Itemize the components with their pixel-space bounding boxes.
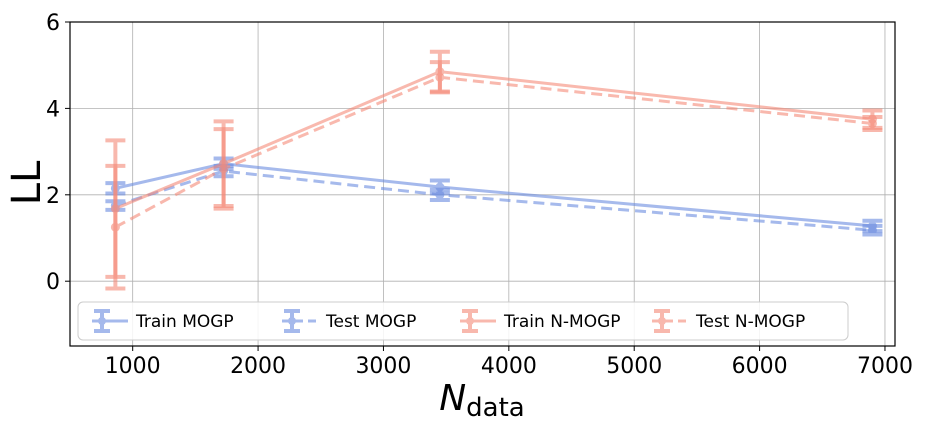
x-axis-label-subscript: data — [466, 393, 525, 423]
legend-swatch — [460, 309, 496, 333]
data-point — [867, 119, 877, 129]
legend-label: Test N-MOGP — [695, 312, 805, 332]
legend-entry: Test MOGP — [282, 309, 416, 333]
axis-ticks: 1000 2000 3000 4000 5000 6000 7000 0 2 4 6 — [46, 11, 913, 379]
legend-entry: Train N-MOGP — [460, 309, 621, 333]
series-test-n-mogp — [105, 60, 883, 291]
data-point — [867, 225, 877, 235]
legend-entry: Train MOGP — [92, 309, 234, 333]
x-tick-label: 2000 — [230, 354, 286, 379]
x-axis-label-main: N — [439, 378, 466, 419]
legend-label: Test MOGP — [325, 312, 416, 332]
legend-swatch — [92, 309, 128, 333]
y-tick-label: 0 — [46, 270, 60, 295]
legend: Train MOGP Test MOGP Train N-MOGP Test N-MO… — [77, 301, 849, 341]
x-tick-label: 4000 — [481, 354, 537, 379]
legend-swatch — [652, 309, 688, 333]
data-series — [105, 49, 883, 291]
legend-label: Train N-MOGP — [503, 312, 621, 332]
x-tick-label: 6000 — [732, 354, 788, 379]
series-line — [114, 169, 873, 232]
legend-entry: Test N-MOGP — [652, 309, 805, 333]
legend-label: Train MOGP — [135, 312, 234, 332]
x-tick-label: 5000 — [606, 354, 662, 379]
series-line — [114, 75, 873, 229]
y-tick-label: 4 — [46, 97, 60, 122]
series-line — [114, 70, 873, 211]
x-axis-label: Ndata — [439, 378, 525, 423]
legend-entries: Train MOGP Test MOGP Train N-MOGP Test N-MO… — [92, 309, 805, 333]
data-point — [110, 222, 120, 232]
legend-swatch — [282, 309, 318, 333]
x-tick-label: 1000 — [105, 354, 161, 379]
data-point — [435, 72, 445, 82]
data-point — [435, 190, 445, 200]
y-tick-label: 6 — [46, 11, 60, 36]
legend-marker — [98, 317, 106, 325]
series-line — [115, 162, 873, 228]
x-tick-label: 7000 — [857, 354, 913, 379]
x-tick-label: 3000 — [355, 354, 411, 379]
y-axis-label: LL — [4, 160, 50, 205]
y-tick-label: 2 — [46, 184, 60, 209]
plot-frame — [69, 21, 896, 347]
legend-marker — [658, 317, 666, 325]
legend-marker — [466, 317, 474, 325]
data-point — [219, 164, 229, 174]
legend-marker — [288, 317, 296, 325]
